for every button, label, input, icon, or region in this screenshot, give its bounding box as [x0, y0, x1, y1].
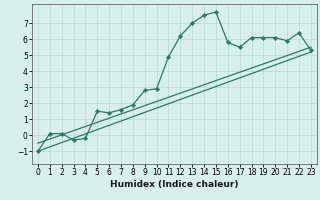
X-axis label: Humidex (Indice chaleur): Humidex (Indice chaleur) — [110, 180, 239, 189]
